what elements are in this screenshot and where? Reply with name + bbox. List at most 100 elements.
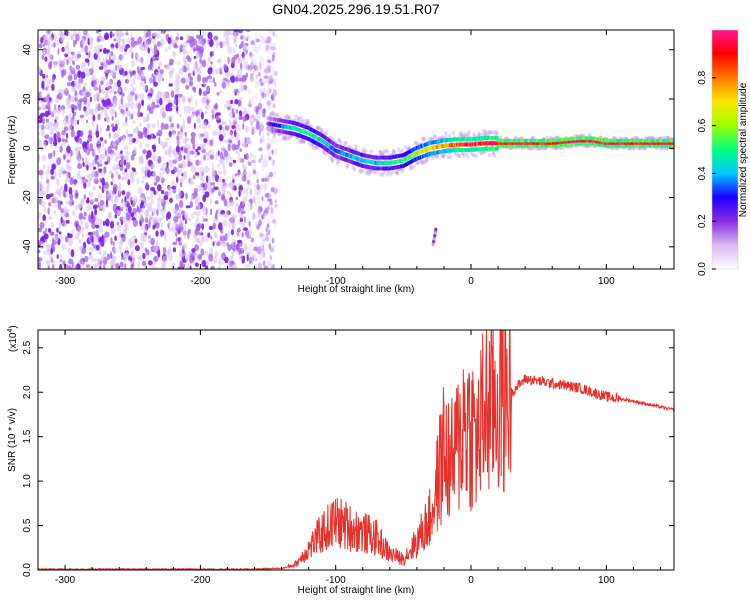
noise-blob bbox=[219, 124, 223, 131]
noise-blob bbox=[142, 234, 148, 243]
noise-blob bbox=[68, 258, 74, 265]
noise-blob bbox=[88, 255, 92, 260]
noise-blob bbox=[253, 105, 259, 113]
noise-blob bbox=[63, 62, 66, 68]
noise-blob bbox=[185, 205, 191, 209]
noise-blob bbox=[75, 264, 78, 269]
noise-blob bbox=[257, 186, 263, 193]
trace-halo bbox=[440, 135, 445, 140]
noise-blob bbox=[211, 168, 216, 175]
noise-blob bbox=[118, 231, 122, 238]
noise-blob bbox=[262, 70, 266, 74]
y-tick-label: 40 bbox=[22, 44, 33, 56]
noise-blob bbox=[259, 137, 263, 144]
noise-blob bbox=[265, 172, 271, 180]
noise-blob bbox=[103, 166, 107, 174]
trace-halo bbox=[429, 136, 434, 142]
noise-blob bbox=[257, 246, 263, 255]
trace-halo bbox=[345, 163, 350, 169]
noise-blob bbox=[79, 258, 84, 267]
noise-blob bbox=[172, 149, 176, 155]
noise-blob bbox=[264, 40, 269, 44]
noise-blob bbox=[222, 219, 228, 227]
noise-blob bbox=[272, 89, 277, 97]
noise-blob bbox=[200, 145, 206, 150]
noise-blob bbox=[137, 261, 141, 269]
noise-blob bbox=[60, 216, 63, 224]
noise-blob bbox=[38, 227, 43, 233]
noise-blob bbox=[179, 199, 184, 208]
noise-blob bbox=[78, 169, 81, 176]
noise-blob bbox=[264, 66, 268, 71]
noise-blob bbox=[38, 257, 43, 262]
trace-halo bbox=[368, 169, 373, 175]
trace-halo bbox=[305, 120, 309, 126]
x-tick-label: -300 bbox=[55, 575, 75, 586]
noise-blob bbox=[50, 248, 54, 255]
noise-blob bbox=[249, 188, 252, 196]
noise-blob bbox=[244, 219, 248, 223]
noise-blob bbox=[126, 68, 132, 73]
noise-blob bbox=[261, 136, 265, 142]
noise-blob bbox=[266, 89, 272, 95]
noise-blob bbox=[272, 263, 276, 269]
noise-blob bbox=[205, 103, 210, 111]
noise-blob bbox=[98, 66, 104, 70]
noise-blob bbox=[60, 89, 65, 96]
noise-blob bbox=[100, 106, 104, 110]
noise-blob bbox=[60, 69, 65, 79]
noise-blob bbox=[248, 65, 253, 72]
noise-blob bbox=[67, 50, 73, 55]
trace-halo bbox=[297, 138, 302, 144]
noise-blob bbox=[225, 100, 231, 104]
noise-blob bbox=[260, 153, 263, 161]
noise-blob bbox=[271, 244, 277, 249]
noise-blob bbox=[255, 121, 261, 129]
trace-halo bbox=[414, 140, 419, 145]
noise-blob bbox=[39, 71, 43, 76]
noise-blob bbox=[146, 30, 152, 38]
noise-blob bbox=[152, 153, 156, 161]
noise-blob bbox=[252, 53, 256, 57]
x-tick-label: -300 bbox=[55, 276, 75, 287]
noise-blob bbox=[266, 222, 270, 227]
noise-blob bbox=[254, 62, 259, 68]
noise-blob bbox=[90, 234, 92, 241]
noise-blob bbox=[156, 201, 161, 210]
snr-panel: -300 -200 -100 0 100 0.00.51.01.52.02.5 Heig… bbox=[7, 325, 675, 596]
noise-blob bbox=[228, 112, 234, 119]
noise-blob bbox=[53, 196, 58, 203]
noise-blob bbox=[251, 257, 255, 262]
noise-blob bbox=[222, 167, 227, 176]
noise-blob bbox=[94, 107, 98, 114]
noise-blob bbox=[231, 124, 236, 130]
noise-blob bbox=[252, 169, 255, 173]
noise-blob bbox=[274, 221, 277, 228]
trace-halo bbox=[385, 148, 390, 154]
noise-blob bbox=[215, 115, 220, 121]
noise-blob bbox=[38, 111, 41, 117]
noise-blob bbox=[156, 208, 159, 216]
noise-blob bbox=[152, 208, 157, 216]
trace-halo bbox=[463, 132, 468, 138]
noise-blob bbox=[264, 259, 270, 265]
noise-blob bbox=[89, 36, 94, 45]
trace-halo bbox=[433, 134, 437, 139]
noise-blob bbox=[263, 96, 268, 100]
noise-blob bbox=[268, 42, 273, 49]
noise-blob bbox=[98, 193, 102, 199]
noise-blob bbox=[112, 247, 118, 254]
noise-blob bbox=[163, 194, 169, 201]
noise-blob bbox=[96, 124, 99, 133]
noise-blob bbox=[186, 105, 192, 114]
noise-blob bbox=[171, 261, 176, 269]
noise-blob bbox=[181, 160, 187, 169]
noise-blob bbox=[247, 201, 251, 208]
trace-halo bbox=[330, 158, 335, 163]
noise-blob bbox=[69, 155, 72, 164]
noise-blob bbox=[168, 130, 172, 138]
noise-blob bbox=[266, 91, 270, 97]
noise-blob bbox=[93, 166, 97, 170]
noise-blob bbox=[258, 212, 264, 220]
x-tick-label: -200 bbox=[190, 276, 210, 287]
